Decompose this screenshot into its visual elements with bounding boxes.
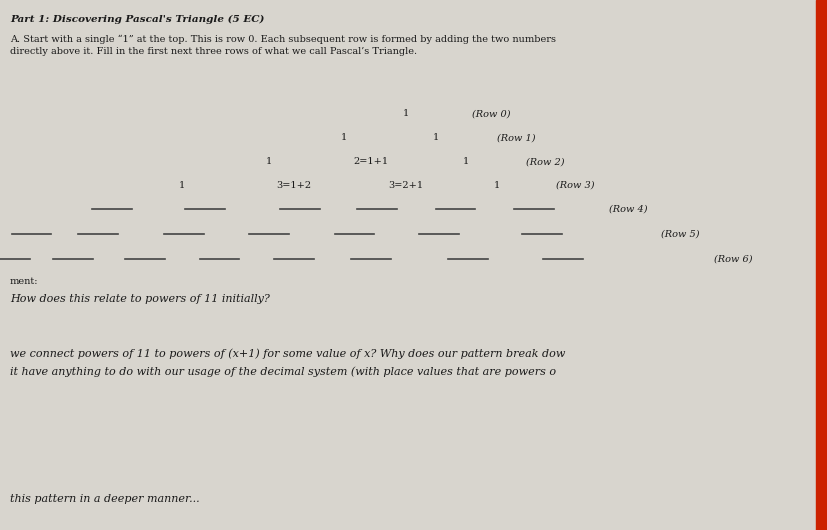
- Text: 1: 1: [265, 157, 272, 166]
- Text: we connect powers of 11 to powers of (x+1) for some value of x? Why does our pat: we connect powers of 11 to powers of (x+…: [10, 349, 565, 359]
- Text: it have anything to do with our usage of the decimal system (with place values t: it have anything to do with our usage of…: [10, 367, 556, 377]
- Text: 1: 1: [433, 134, 439, 142]
- Text: (Row 6): (Row 6): [713, 254, 751, 263]
- Text: (Row 2): (Row 2): [525, 157, 563, 166]
- Text: 2=1+1: 2=1+1: [353, 157, 388, 166]
- Text: 1: 1: [340, 134, 347, 142]
- Text: Part 1: Discovering Pascal's Triangle (5 EC): Part 1: Discovering Pascal's Triangle (5…: [10, 15, 264, 24]
- Text: 1: 1: [179, 181, 185, 190]
- Text: A. Start with a single “1” at the top. This is row 0. Each subsequent row is for: A. Start with a single “1” at the top. T…: [10, 34, 555, 56]
- Text: (Row 4): (Row 4): [608, 205, 646, 214]
- Text: (Row 1): (Row 1): [496, 134, 534, 142]
- Text: 1: 1: [402, 110, 409, 118]
- Text: ment:: ment:: [10, 277, 38, 286]
- Text: 3=1+2: 3=1+2: [276, 181, 311, 190]
- Text: 1: 1: [462, 157, 469, 166]
- Text: How does this relate to powers of 11 initially?: How does this relate to powers of 11 ini…: [10, 294, 270, 304]
- Text: (Row 0): (Row 0): [471, 110, 509, 118]
- Text: 1: 1: [493, 181, 500, 190]
- Text: 3=2+1: 3=2+1: [388, 181, 423, 190]
- Text: (Row 5): (Row 5): [660, 230, 698, 239]
- Text: (Row 3): (Row 3): [556, 181, 594, 190]
- Text: this pattern in a deeper manner...: this pattern in a deeper manner...: [10, 494, 199, 504]
- Bar: [815, 0, 827, 530]
